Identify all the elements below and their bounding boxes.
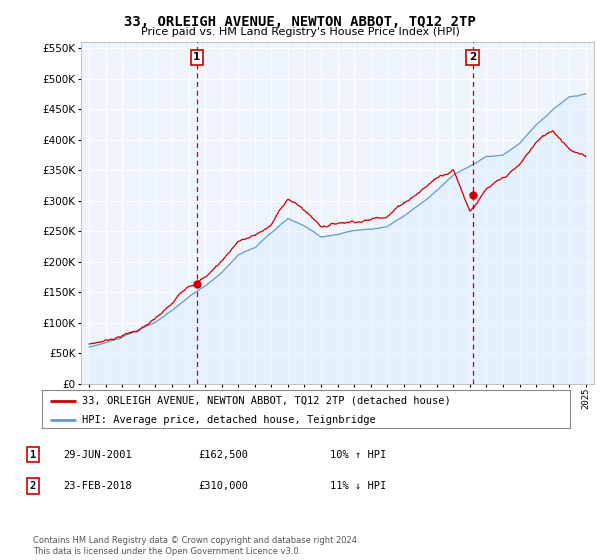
Text: 1: 1 [30,450,36,460]
Text: Price paid vs. HM Land Registry's House Price Index (HPI): Price paid vs. HM Land Registry's House … [140,27,460,37]
Text: Contains HM Land Registry data © Crown copyright and database right 2024.
This d: Contains HM Land Registry data © Crown c… [33,536,359,556]
Text: 1: 1 [193,53,200,62]
Text: £310,000: £310,000 [198,481,248,491]
Text: 33, ORLEIGH AVENUE, NEWTON ABBOT, TQ12 2TP (detached house): 33, ORLEIGH AVENUE, NEWTON ABBOT, TQ12 2… [82,396,451,406]
Text: 10% ↑ HPI: 10% ↑ HPI [330,450,386,460]
Text: HPI: Average price, detached house, Teignbridge: HPI: Average price, detached house, Teig… [82,415,376,425]
Text: 2: 2 [30,481,36,491]
Text: 33, ORLEIGH AVENUE, NEWTON ABBOT, TQ12 2TP: 33, ORLEIGH AVENUE, NEWTON ABBOT, TQ12 2… [124,15,476,29]
Text: 29-JUN-2001: 29-JUN-2001 [63,450,132,460]
Text: 23-FEB-2018: 23-FEB-2018 [63,481,132,491]
Text: 2: 2 [469,53,476,62]
Text: £162,500: £162,500 [198,450,248,460]
Text: 11% ↓ HPI: 11% ↓ HPI [330,481,386,491]
